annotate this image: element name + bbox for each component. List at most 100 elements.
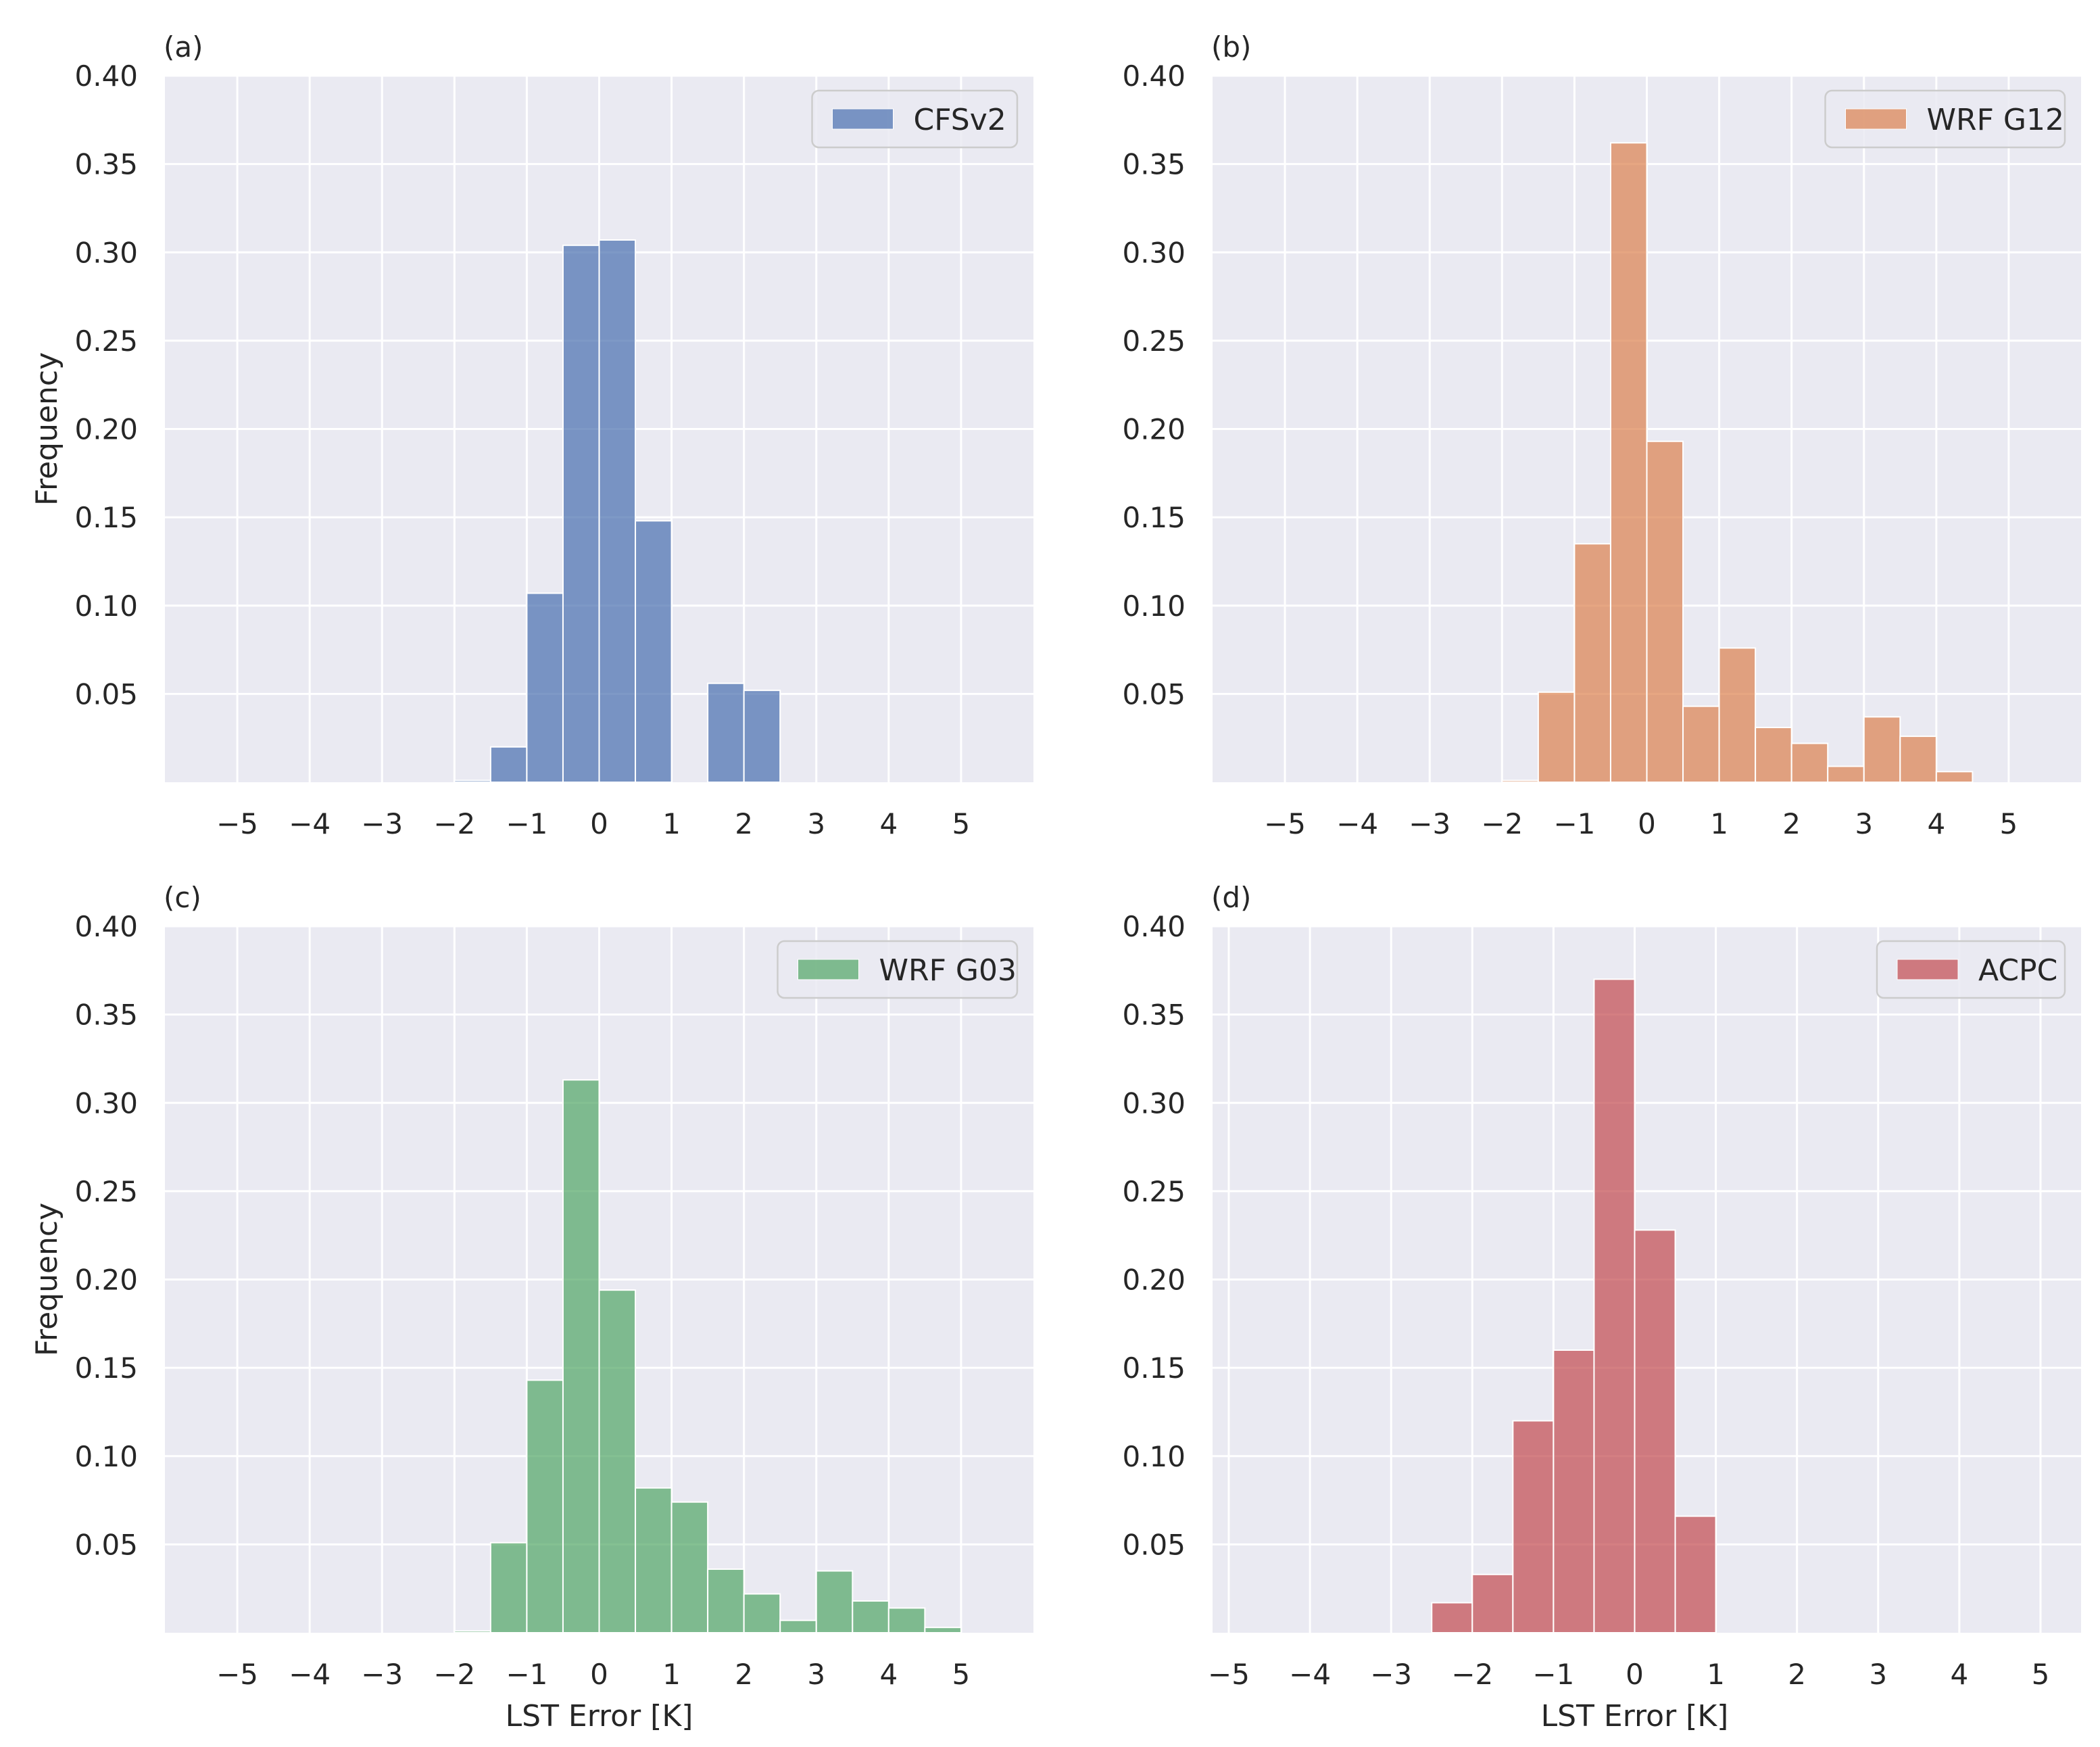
legend-label: WRF G03	[879, 953, 1017, 988]
histogram-bar	[598, 1289, 637, 1634]
histogram-bar	[1718, 647, 1757, 784]
legend: CFSv2	[811, 89, 1019, 149]
y-axis-label: Frequency	[30, 1203, 64, 1356]
x-tick-label: −1	[506, 807, 547, 840]
x-tick-label: 2	[735, 1658, 753, 1691]
histogram-bar	[887, 1607, 926, 1634]
y-tick-label: 0.15	[74, 1351, 138, 1385]
x-tick-label: 5	[952, 807, 971, 840]
histogram-bar	[743, 1593, 781, 1633]
y-tick-label: 0.15	[74, 501, 138, 534]
x-tick-label: −5	[216, 1658, 258, 1691]
y-tick-label: 0.10	[1122, 1440, 1186, 1473]
histogram-bar	[1935, 771, 1974, 783]
histogram-bar	[1674, 1515, 1717, 1633]
legend-frame	[811, 89, 1019, 149]
y-tick-label: 0.25	[1122, 325, 1186, 358]
x-tick-label: 0	[590, 1658, 608, 1691]
legend-label: WRF G12	[1927, 103, 2064, 137]
y-tick-label: 0.05	[1122, 1528, 1186, 1561]
x-tick-label: −3	[361, 807, 403, 840]
y-tick-label: 0.20	[74, 1264, 138, 1297]
panel-c: −5 −4 −3 −2 −1 0 1 2 3 4 5 0.05 0.10 0.15 0.20 0.25 0.30…	[30, 881, 1033, 1733]
x-tick-label: 5	[2032, 1658, 2050, 1691]
panel-d: −5 −4 −3 −2 −1 0 1 2 3 4 5 0.05 0.10 0.15 0.20 0.25 0.30…	[1122, 881, 2081, 1733]
x-tick-label: 1	[662, 807, 681, 840]
histogram-bar	[1863, 716, 1901, 784]
histogram-bar	[454, 780, 491, 783]
x-tick-label: 2	[735, 807, 753, 840]
histogram-bar	[635, 520, 673, 783]
y-axis-label: Frequency	[30, 352, 64, 506]
histogram-bar	[598, 239, 637, 783]
histogram-bar	[454, 1630, 491, 1633]
x-tick-label: −4	[289, 1658, 331, 1691]
y-tick-label: 0.30	[1122, 236, 1186, 269]
histogram-bar	[1593, 978, 1636, 1633]
histogram-bar	[1646, 440, 1684, 783]
histogram-bar	[1899, 736, 1937, 783]
histogram-bar	[1827, 765, 1865, 784]
x-tick-label: −2	[433, 1658, 475, 1691]
histogram-bar	[707, 682, 745, 784]
x-tick-label: −3	[1409, 807, 1450, 840]
legend-swatch	[798, 959, 859, 980]
legend-frame	[1876, 940, 2066, 999]
histogram-bar	[562, 244, 600, 783]
x-tick-label: −4	[1336, 807, 1378, 840]
x-tick-label: 1	[1710, 807, 1728, 840]
x-tick-label: 2	[1782, 807, 1801, 840]
histogram-bar	[1512, 1420, 1555, 1633]
y-tick-label: 0.40	[1122, 910, 1186, 943]
histogram-bar	[1553, 1349, 1595, 1633]
histogram-bar	[1790, 742, 1829, 784]
x-tick-label: 2	[1788, 1658, 1806, 1691]
histogram-bar	[1501, 780, 1539, 783]
y-tick-label: 0.10	[74, 590, 138, 623]
y-tick-label: 0.25	[74, 1175, 138, 1208]
histogram-bar	[1634, 1229, 1676, 1633]
x-tick-label: −2	[433, 807, 475, 840]
y-tick-label: 0.30	[74, 1086, 138, 1120]
y-tick-label: 0.40	[1122, 59, 1186, 93]
x-tick-label: 0	[590, 807, 608, 840]
y-tick-label: 0.25	[74, 325, 138, 358]
y-tick-label: 0.35	[74, 148, 138, 181]
histogram-bar	[707, 1568, 745, 1633]
x-tick-label: −1	[1553, 807, 1595, 840]
legend-frame	[1824, 89, 2066, 149]
x-tick-label: −5	[1264, 807, 1306, 840]
y-tick-label: 0.05	[74, 1528, 138, 1561]
x-tick-label: 4	[879, 1658, 898, 1691]
x-tick-label: −5	[216, 807, 258, 840]
histogram-bar	[670, 1501, 709, 1634]
y-tick-label: 0.15	[1122, 1351, 1186, 1385]
x-tick-label: 0	[1626, 1658, 1644, 1691]
x-tick-label: 3	[1855, 807, 1873, 840]
x-tick-label: 1	[1707, 1658, 1725, 1691]
y-tick-label: 0.25	[1122, 1175, 1186, 1208]
histogram-bar	[489, 746, 528, 783]
histogram-bar	[562, 1079, 600, 1633]
histogram-bar	[743, 690, 781, 784]
x-tick-label: −5	[1208, 1658, 1250, 1691]
histogram-bar	[1471, 1573, 1514, 1634]
y-tick-label: 0.35	[1122, 148, 1186, 181]
y-tick-label: 0.30	[1122, 1086, 1186, 1120]
x-tick-label: −3	[1370, 1658, 1412, 1691]
panel-label: (b)	[1211, 30, 1251, 64]
histogram-bar	[1573, 543, 1611, 783]
legend-frame	[777, 940, 1019, 999]
legend-label: ACPC	[1978, 953, 2057, 988]
panel-label: (d)	[1211, 881, 1251, 914]
y-tick-label: 0.05	[74, 677, 138, 711]
panel-a: −5 −4 −3 −2 −1 0 1 2 3 4 5 0.05 0.10 0.15 0.20 0.25 0.30…	[30, 30, 1033, 840]
y-tick-label: 0.20	[1122, 1264, 1186, 1297]
x-tick-label: −1	[506, 1658, 547, 1691]
histogram-bar	[924, 1627, 962, 1634]
x-tick-label: −2	[1481, 807, 1523, 840]
x-tick-label: 5	[2000, 807, 2018, 840]
y-tick-label: 0.40	[74, 910, 138, 943]
x-tick-label: 0	[1638, 807, 1656, 840]
